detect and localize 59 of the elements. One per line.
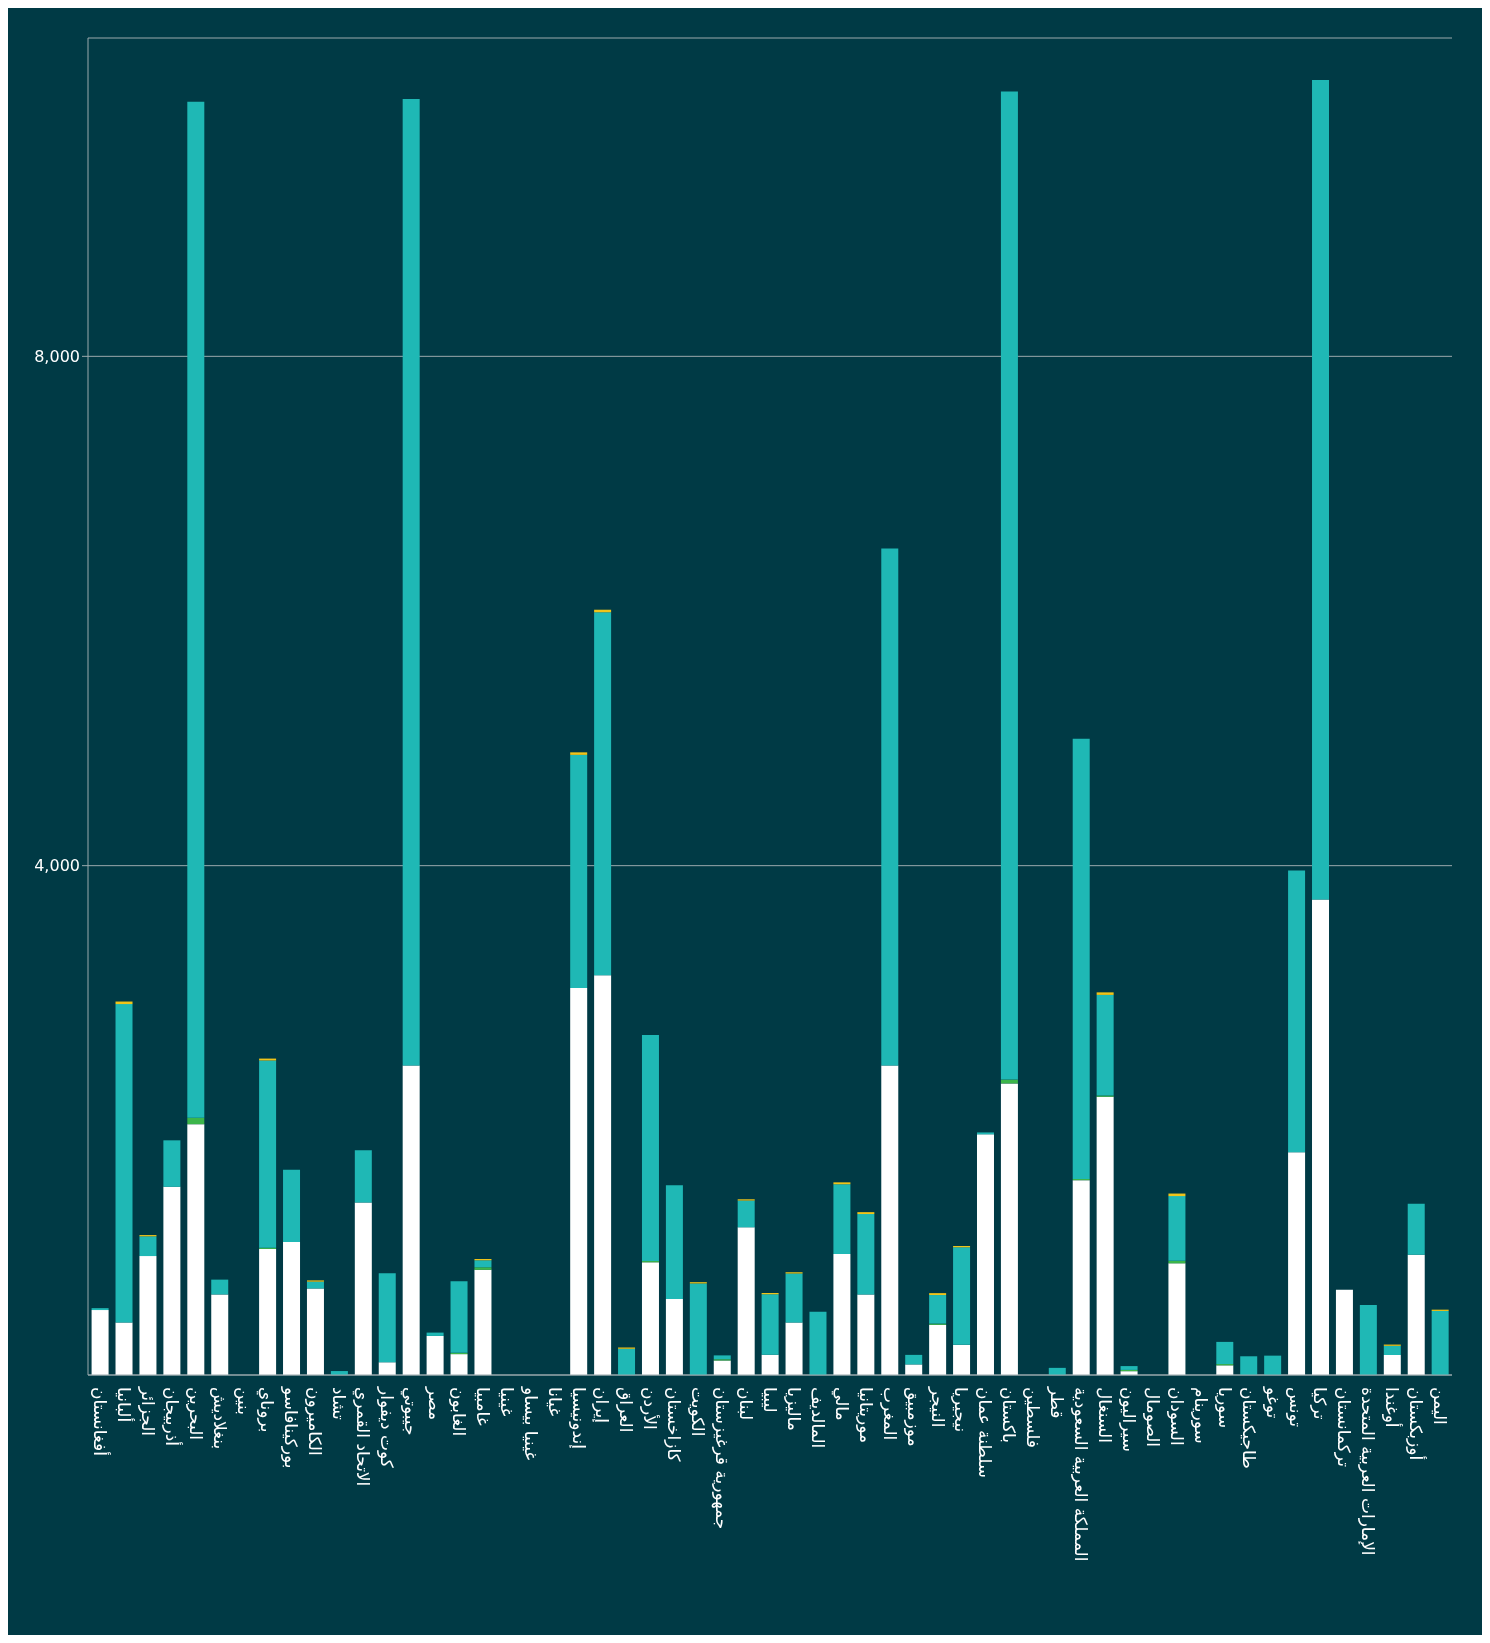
x-tick-label: مالي bbox=[830, 1387, 852, 1421]
x-tick-label: طاجيكستان bbox=[1238, 1387, 1259, 1469]
x-tick-label: أذربيجان bbox=[161, 1387, 183, 1447]
x-tick-label: المغرب bbox=[879, 1387, 900, 1441]
x-tick-label: سورينام bbox=[1190, 1387, 1211, 1444]
x-tick-label: سيراليون bbox=[1118, 1387, 1139, 1453]
x-tick-label: موريتانيا bbox=[855, 1387, 876, 1444]
x-tick-label: جيبوتي bbox=[400, 1387, 422, 1436]
x-tick-label: المملكة العربية السعودية bbox=[1071, 1387, 1092, 1562]
x-tick-label: المالديف bbox=[807, 1387, 828, 1449]
x-tick-label: الصومال bbox=[1142, 1387, 1163, 1448]
x-tick-label: البحرين bbox=[185, 1387, 206, 1441]
x-tick-label: السودان bbox=[1166, 1387, 1187, 1446]
x-tick-label: بروناي bbox=[256, 1387, 278, 1433]
x-tick-label: غيانا bbox=[544, 1387, 565, 1417]
y-tick-label: 4,000 bbox=[34, 856, 80, 876]
x-tick-label: ليبيا bbox=[760, 1387, 780, 1413]
x-tick-label: توغو bbox=[1262, 1386, 1283, 1419]
x-tick-label: أوزبكستان bbox=[1406, 1387, 1428, 1461]
x-tick-label: تشاد bbox=[329, 1387, 350, 1420]
x-tick-label: الكاميرون bbox=[305, 1387, 326, 1456]
x-tick-label: إيران bbox=[592, 1387, 613, 1424]
x-tick-label: تركيا bbox=[1310, 1387, 1331, 1420]
x-tick-label: مصر bbox=[424, 1386, 445, 1421]
x-tick-label: بنين bbox=[233, 1387, 254, 1415]
x-tick-label: الأردن bbox=[640, 1387, 661, 1430]
x-tick-label: إندونيسيا bbox=[568, 1387, 589, 1449]
x-tick-label: تونس bbox=[1286, 1387, 1307, 1428]
x-tick-label: تركمانستان bbox=[1334, 1387, 1355, 1468]
x-tick-label: ماليزيا bbox=[783, 1387, 804, 1431]
x-tick-label: الكويت bbox=[688, 1387, 709, 1437]
x-tick-label: سوريا bbox=[1214, 1387, 1235, 1429]
y-tick-label: 8,000 bbox=[34, 347, 80, 367]
x-tick-label: فلسطين bbox=[1023, 1387, 1044, 1448]
x-tick-label: الغابون bbox=[448, 1387, 469, 1437]
x-tick-label: جمهورية قرغيزستان bbox=[711, 1387, 733, 1530]
x-tick-label: سلطنة عمان bbox=[975, 1387, 996, 1479]
x-tick-label: كوت ديفوار bbox=[377, 1386, 398, 1469]
x-tick-label: الجزائر bbox=[137, 1386, 158, 1437]
x-tick-label: أوغندا bbox=[1382, 1387, 1404, 1428]
x-tick-label: باكستان bbox=[999, 1387, 1020, 1443]
x-tick-label: النيجر bbox=[927, 1386, 948, 1428]
x-tick-label: موزمبيق bbox=[903, 1387, 924, 1447]
x-tick-label: نيجيريا bbox=[951, 1387, 972, 1433]
x-tick-label: بوركينافاسو bbox=[281, 1386, 302, 1469]
x-tick-label: كازاخستان bbox=[664, 1387, 685, 1463]
x-tick-label: الاتحاد القمري bbox=[352, 1387, 374, 1487]
x-tick-label: السنغال bbox=[1095, 1387, 1116, 1443]
x-tick-label: الإمارات العربية المتحدة bbox=[1358, 1387, 1379, 1556]
x-tick-label: قطر bbox=[1047, 1386, 1068, 1419]
x-tick-label: غينيا bbox=[496, 1387, 517, 1417]
x-tick-label: غينيا بيساو bbox=[520, 1386, 541, 1461]
x-tick-label: غامبيا bbox=[472, 1387, 493, 1426]
x-tick-label: العراق bbox=[616, 1387, 637, 1433]
x-tick-label: أفغانستان bbox=[89, 1387, 111, 1456]
x-tick-label: ألبانيا bbox=[113, 1387, 135, 1423]
x-tick-label: بنغلاديش bbox=[209, 1387, 230, 1450]
x-tick-label: لبنان bbox=[736, 1387, 757, 1421]
x-tick-label: اليمن bbox=[1430, 1387, 1451, 1425]
